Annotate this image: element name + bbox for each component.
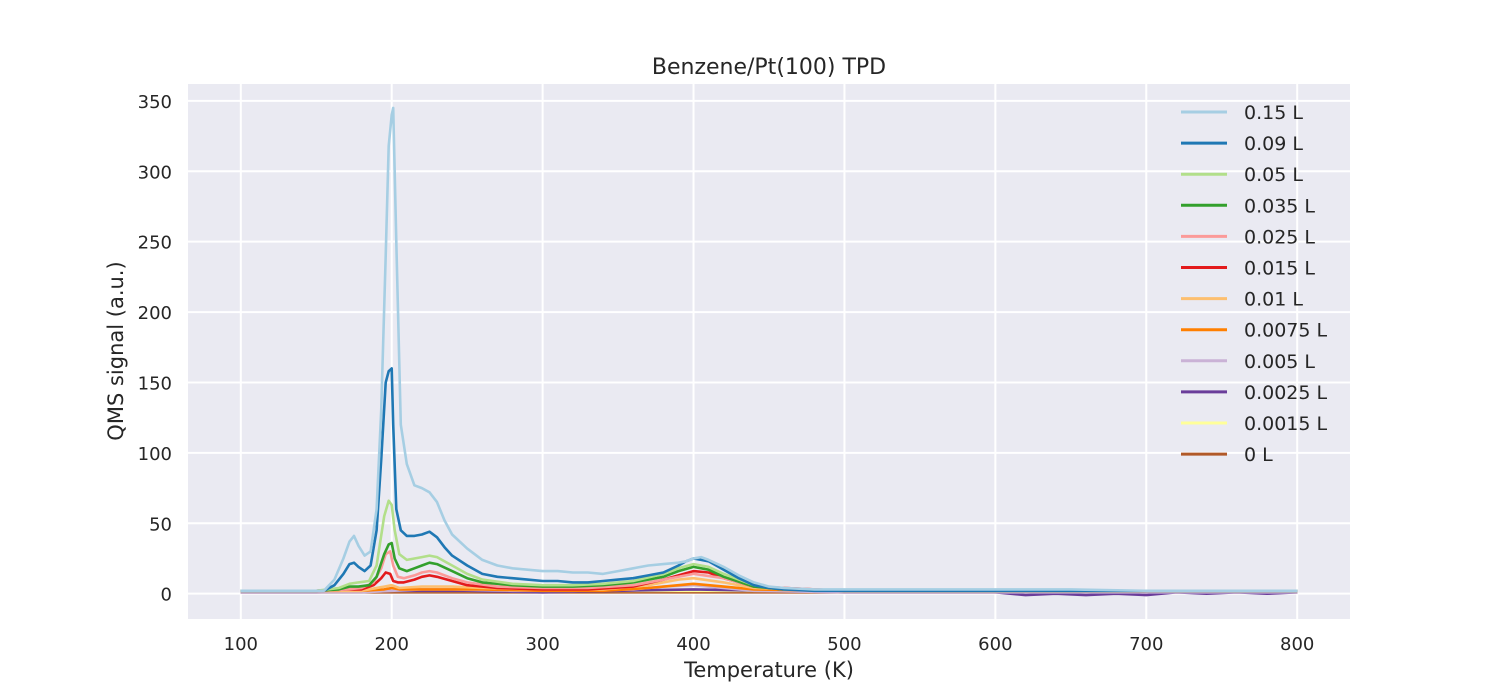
plot-background	[188, 84, 1350, 619]
tick-labels: 100 200 300 400 500 600 700 800 0 50 100 150 200 250 3…	[138, 92, 1315, 655]
x-tick-label: 600	[978, 634, 1012, 655]
y-tick-label: 150	[138, 373, 172, 394]
y-tick-label: 300	[138, 162, 172, 183]
series-lines	[240, 106, 1298, 597]
legend-entry: 0.0075 L	[1244, 320, 1328, 342]
y-tick-label: 350	[138, 92, 172, 113]
x-axis-label: Temperature (K)	[683, 658, 854, 682]
legend-entry: 0.015 L	[1244, 258, 1315, 280]
legend-entry: 0.0015 L	[1244, 413, 1328, 435]
x-tick-label: 700	[1129, 634, 1163, 655]
legend-entry: 0 L	[1244, 444, 1273, 466]
series-line	[240, 499, 1298, 593]
series-line	[240, 106, 1298, 593]
x-tick-label: 300	[525, 634, 559, 655]
legend-entry: 0.09 L	[1244, 133, 1303, 155]
series-line	[240, 367, 1298, 593]
legend-entry: 0.01 L	[1244, 289, 1303, 311]
x-tick-label: 100	[224, 634, 258, 655]
y-axis-label: QMS signal (a.u.)	[104, 261, 128, 440]
y-tick-label: 100	[138, 444, 172, 465]
legend-entry: 0.15 L	[1244, 102, 1303, 124]
x-tick-label: 800	[1280, 634, 1314, 655]
chart-title: Benzene/Pt(100) TPD	[652, 55, 886, 80]
legend-entry: 0.005 L	[1244, 351, 1315, 373]
x-tick-label: 400	[676, 634, 710, 655]
legend: 0.15 L 0.09 L 0.05 L 0.035 L 0.025 L 0.015 L 0…	[1181, 102, 1328, 466]
series-line	[240, 541, 1298, 593]
legend-entry: 0.05 L	[1244, 164, 1303, 186]
legend-entry: 0.035 L	[1244, 195, 1315, 217]
series-line	[240, 582, 1298, 593]
y-tick-label: 200	[138, 303, 172, 324]
x-tick-label: 200	[375, 634, 409, 655]
y-tick-label: 50	[149, 514, 172, 535]
legend-entry: 0.025 L	[1244, 226, 1315, 248]
x-tick-label: 500	[827, 634, 861, 655]
series-line	[240, 569, 1298, 593]
y-tick-label: 250	[138, 233, 172, 254]
legend-entry: 0.0025 L	[1244, 382, 1328, 404]
y-tick-label: 0	[161, 585, 172, 606]
